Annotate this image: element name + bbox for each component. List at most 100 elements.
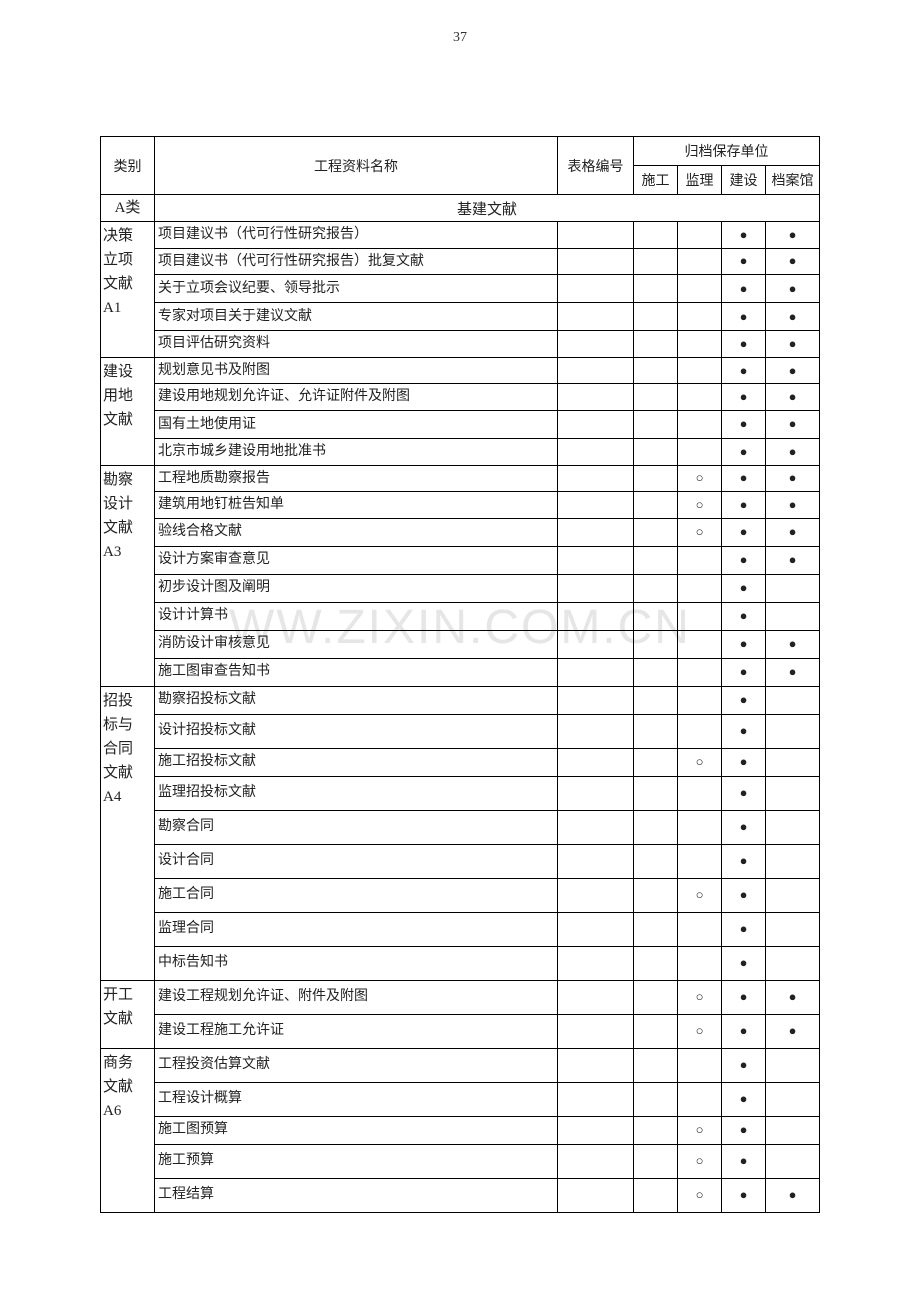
archive-mark [634, 1178, 678, 1212]
doc-name-cell: 施工预算 [155, 1144, 558, 1178]
archive-mark: ● [766, 980, 820, 1014]
archive-mark [678, 574, 722, 602]
archive-mark: ● [722, 714, 766, 748]
form-no-cell [558, 574, 634, 602]
category-cell: 勘察设计文献A3 [101, 465, 155, 686]
doc-name-cell: 专家对项目关于建议文献 [155, 303, 558, 331]
doc-name-cell: 设计合同 [155, 844, 558, 878]
form-no-cell [558, 518, 634, 546]
table-row: 施工合同○● [101, 878, 820, 912]
archive-mark [678, 331, 722, 358]
archive-mark [634, 546, 678, 574]
archive-mark [678, 546, 722, 574]
archive-mark [678, 1048, 722, 1082]
category-cell: 商务文献A6 [101, 1048, 155, 1212]
category-cell: 建设用地文献 [101, 357, 155, 465]
archive-mark: ● [722, 518, 766, 546]
category-cell: 开工文献 [101, 980, 155, 1048]
doc-name-cell: 监理合同 [155, 912, 558, 946]
category-line: 标与 [103, 713, 152, 737]
doc-name-cell: 施工图审查告知书 [155, 658, 558, 686]
table-row: 验线合格文献○●● [101, 518, 820, 546]
archive-mark: ● [722, 1082, 766, 1116]
section-a-title: 基建文献 [155, 195, 820, 222]
archive-mark: ● [766, 222, 820, 249]
doc-name-cell: 工程设计概算 [155, 1082, 558, 1116]
archive-mark [678, 303, 722, 331]
category-line: A1 [103, 296, 152, 320]
archive-mark [634, 658, 678, 686]
archive-mark: ● [722, 686, 766, 714]
doc-name-cell: 国有土地使用证 [155, 410, 558, 438]
form-no-cell [558, 1014, 634, 1048]
form-no-cell [558, 630, 634, 658]
archive-mark: ● [766, 630, 820, 658]
doc-name-cell: 验线合格文献 [155, 518, 558, 546]
archive-mark [766, 574, 820, 602]
doc-name-cell: 项目评估研究资料 [155, 331, 558, 358]
doc-name-cell: 中标告知书 [155, 946, 558, 980]
archive-mark [766, 1048, 820, 1082]
archive-mark [634, 1144, 678, 1178]
archive-mark: ○ [678, 878, 722, 912]
form-no-cell [558, 222, 634, 249]
archive-mark [634, 810, 678, 844]
archive-mark: ● [722, 222, 766, 249]
table-row: 设计合同● [101, 844, 820, 878]
archive-mark: ○ [678, 980, 722, 1014]
doc-name-cell: 工程投资估算文献 [155, 1048, 558, 1082]
archive-mark: ○ [678, 518, 722, 546]
archive-mark [678, 410, 722, 438]
form-no-cell [558, 1048, 634, 1082]
doc-name-cell: 规划意见书及附图 [155, 357, 558, 384]
category-line: 招投 [103, 689, 152, 713]
archive-mark: ● [766, 518, 820, 546]
archive-mark [678, 630, 722, 658]
hdr-category: 类别 [101, 137, 155, 195]
archive-mark [678, 248, 722, 275]
archive-mark [766, 714, 820, 748]
archive-mark [634, 492, 678, 519]
doc-name-cell: 项目建议书（代可行性研究报告）批复文献 [155, 248, 558, 275]
archive-mark: ● [722, 1178, 766, 1212]
archive-mark [634, 465, 678, 492]
archive-mark: ● [766, 384, 820, 411]
doc-name-cell: 勘察招投标文献 [155, 686, 558, 714]
category-line: 文献 [103, 761, 152, 785]
doc-name-cell: 勘察合同 [155, 810, 558, 844]
archive-mark [634, 410, 678, 438]
archive-mark [766, 686, 820, 714]
table-row: 中标告知书● [101, 946, 820, 980]
archive-mark [634, 248, 678, 275]
archive-mark: ● [766, 465, 820, 492]
form-no-cell [558, 303, 634, 331]
form-no-cell [558, 1178, 634, 1212]
archive-mark: ● [766, 492, 820, 519]
table-row: 设计招投标文献● [101, 714, 820, 748]
archive-mark [766, 1116, 820, 1144]
archive-mark [678, 912, 722, 946]
table-row: 消防设计审核意见●● [101, 630, 820, 658]
archive-mark: ○ [678, 492, 722, 519]
archive-mark [634, 878, 678, 912]
table-row: 设计方案审查意见●● [101, 546, 820, 574]
archive-mark [634, 686, 678, 714]
table-row: 施工预算○● [101, 1144, 820, 1178]
table-row: 勘察设计文献A3工程地质勘察报告○●● [101, 465, 820, 492]
archive-mark [634, 222, 678, 249]
archive-mark: ● [722, 1116, 766, 1144]
archive-mark: ○ [678, 1178, 722, 1212]
form-no-cell [558, 602, 634, 630]
archive-mark [766, 912, 820, 946]
category-line: 勘察 [103, 468, 152, 492]
form-no-cell [558, 465, 634, 492]
category-line: 立项 [103, 248, 152, 272]
archive-mark [634, 1014, 678, 1048]
archive-mark [678, 222, 722, 249]
section-a-code: A类 [101, 195, 155, 222]
archive-mark: ● [722, 331, 766, 358]
hdr-formno: 表格编号 [558, 137, 634, 195]
archive-mark [634, 946, 678, 980]
form-no-cell [558, 776, 634, 810]
archive-mark: ● [722, 574, 766, 602]
